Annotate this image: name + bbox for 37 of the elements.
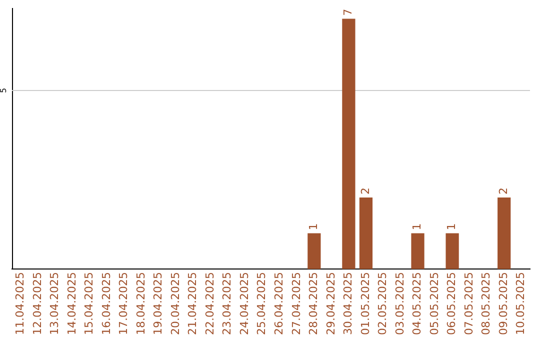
data-label: 1 [307,223,320,230]
x-tick-label: 20.04.2025 [168,272,182,336]
x-tick-label: 12.04.2025 [30,272,44,336]
data-label: 2 [496,188,510,195]
x-tick-label: 21.04.2025 [186,272,200,336]
data-label: 7 [342,8,355,16]
data-label: 2 [358,188,372,195]
x-tick-label: 03.05.2025 [393,272,406,336]
x-tick-label: 06.05.2025 [445,272,458,336]
data-label: 1 [445,223,458,230]
data-label: 1 [410,223,424,230]
x-tick-label: 18.04.2025 [134,272,148,336]
x-tick-label: 05.05.2025 [428,272,441,336]
x-tick-label: 10.05.2025 [514,272,528,336]
x-tick-label: 22.04.2025 [203,272,216,336]
x-tick-label: 08.05.2025 [480,272,493,336]
x-tick-label: 01.05.2025 [358,272,372,336]
x-tick-label: 23.04.2025 [220,272,234,336]
x-tick-label: 17.04.2025 [117,272,130,336]
x-tick-label: 26.04.2025 [272,272,286,336]
x-tick-label: 28.04.2025 [307,272,320,336]
x-tick-label: 29.04.2025 [324,272,338,336]
x-tick-label: 19.04.2025 [152,272,165,336]
ref-line-label: 5 [0,88,8,94]
x-tick-label: 09.05.2025 [496,272,510,336]
x-tick-label: 07.05.2025 [462,272,476,336]
x-tick-label: 14.04.2025 [65,272,78,336]
x-tick-label: 25.04.2025 [255,272,268,336]
x-tick-label: 27.04.2025 [290,272,303,336]
x-tick-label: 16.04.2025 [100,272,113,336]
x-tick-label: 04.05.2025 [410,272,424,336]
x-tick-label: 11.04.2025 [13,272,26,336]
x-tick-label: 30.04.2025 [342,272,355,336]
x-tick-label: 24.04.2025 [238,272,251,336]
x-tick-label: 15.04.2025 [82,272,96,336]
x-tick-label: 13.04.2025 [48,272,62,336]
x-tick-label: 02.05.2025 [376,272,390,336]
